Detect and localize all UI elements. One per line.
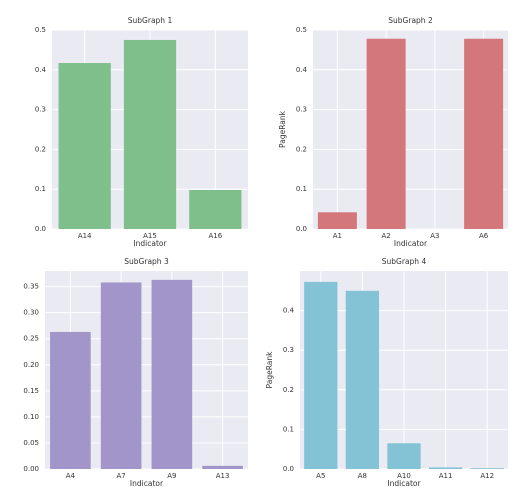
bar [189,189,242,229]
bar [50,331,91,469]
y-tick-label: 0.0 [35,225,46,233]
bar [470,468,504,469]
y-tick-label: 0.1 [35,185,46,193]
y-tick-label: 0.5 [296,26,307,34]
x-tick-label: A6 [479,232,489,240]
y-tick-label: 0.25 [23,335,39,343]
x-tick-label: A5 [316,472,325,480]
y-tick-label: 0.0 [296,225,307,233]
x-tick-label: A7 [117,472,126,480]
x-tick-label: A3 [430,232,439,240]
y-tick-label: 0.15 [23,387,39,395]
y-tick-label: 0.05 [23,439,39,447]
y-tick-label: 0.1 [283,425,294,433]
x-axis-label: Indicator [130,479,164,488]
x-tick-label: A8 [358,472,367,480]
y-tick-label: 0.30 [23,309,39,317]
bar [151,279,193,469]
y-tick-label: 0.2 [35,145,46,153]
x-tick-label: A4 [66,472,76,480]
x-tick-label: A10 [397,472,411,480]
y-tick-label: 0.10 [23,413,39,421]
x-tick-label: A12 [480,472,494,480]
x-tick-label: A15 [143,232,157,240]
bar [464,38,504,230]
chart-title: SubGraph 3 [124,257,169,266]
y-tick-label: 0.3 [35,106,46,114]
x-tick-label: A11 [439,472,453,480]
y-tick-label: 0.1 [296,185,307,193]
y-tick-label: 0.5 [35,26,46,34]
x-tick-label: A2 [382,232,391,240]
bar [387,443,421,469]
y-tick-label: 0.20 [23,361,39,369]
y-tick-label: 0.4 [283,307,295,315]
bar [123,39,177,230]
y-axis-label: PageRank [265,351,274,389]
x-tick-label: A9 [167,472,176,480]
bar [58,63,111,230]
y-tick-label: 0.4 [35,66,47,74]
y-axis-label: PageRank [278,110,287,148]
x-axis-label: Indicator [387,479,421,488]
bar [202,465,243,469]
chart-title: SubGraph 2 [388,16,433,25]
y-tick-label: 0.4 [296,66,308,74]
y-tick-label: 0.2 [283,386,294,394]
bar [428,467,463,469]
bar [100,282,142,469]
y-tick-label: 0.3 [296,106,307,114]
y-tick-label: 0.0 [283,465,294,473]
chart-title: SubGraph 4 [382,257,427,266]
x-tick-label: A14 [78,232,92,240]
x-tick-label: A16 [208,232,222,240]
y-tick-label: 0.3 [283,346,294,354]
bar [317,212,357,229]
x-axis-label: Indicator [394,239,428,248]
bar [304,281,338,469]
bar [366,38,406,230]
x-tick-label: A13 [216,472,230,480]
bar [345,290,380,469]
x-tick-label: A1 [333,232,342,240]
y-tick-label: 0.35 [23,283,39,291]
y-tick-label: 0.2 [296,145,307,153]
x-axis-label: Indicator [133,239,167,248]
y-tick-label: 0.00 [23,465,39,473]
chart-title: SubGraph 1 [128,16,173,25]
